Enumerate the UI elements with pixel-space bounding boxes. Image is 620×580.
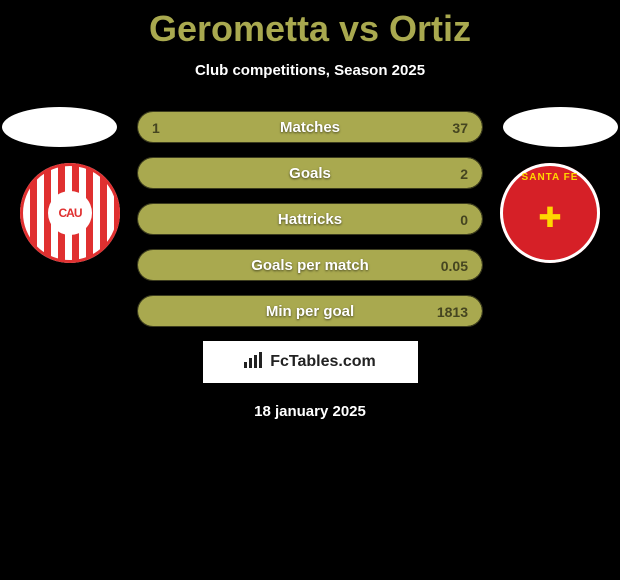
team-logo-left-text: CAU — [48, 191, 92, 235]
stat-row: Goals per match0.05 — [137, 249, 483, 281]
site-attribution[interactable]: FcTables.com — [203, 341, 418, 383]
stat-row: Matches1 37 — [137, 111, 483, 143]
stat-value-right: 0.05 — [441, 250, 468, 281]
stat-label: Goals per match — [138, 250, 482, 281]
player-right-oval — [503, 107, 618, 147]
site-chart-icon — [244, 352, 264, 373]
site-name: FcTables.com — [270, 353, 376, 371]
stat-label: Goals — [138, 158, 482, 189]
stat-label: Min per goal — [138, 296, 482, 327]
stat-value-left: 1 — [152, 112, 160, 143]
team-logo-right-cross: ✚ — [538, 201, 561, 234]
team-logo-right-inner: SANTA FE ✚ — [500, 163, 600, 263]
snapshot-date: 18 january 2025 — [0, 403, 620, 420]
stat-value-right: 0 — [460, 204, 468, 235]
team-logo-left-inner: CAU — [20, 163, 120, 263]
comparison-subtitle: Club competitions, Season 2025 — [0, 62, 620, 79]
player-left-oval — [2, 107, 117, 147]
stat-row: Goals2 — [137, 157, 483, 189]
stats-container: Matches1 37 Goals2 Hattricks0 Goals per matc… — [137, 107, 483, 327]
content-area: CAU SANTA FE ✚ Matches1 37 Goals2 Hattricks… — [0, 107, 620, 420]
stat-value-right: 37 — [452, 112, 468, 143]
team-logo-right: SANTA FE ✚ — [500, 163, 600, 263]
comparison-title: Gerometta vs Ortiz — [0, 0, 620, 50]
stat-row: Hattricks0 — [137, 203, 483, 235]
team-logo-left: CAU — [20, 163, 120, 263]
stat-value-right: 2 — [460, 158, 468, 189]
stat-label: Matches — [138, 112, 482, 143]
stat-row: Min per goal1813 — [137, 295, 483, 327]
stat-label: Hattricks — [138, 204, 482, 235]
team-logo-right-arc: SANTA FE — [503, 172, 597, 183]
stat-value-right: 1813 — [437, 296, 468, 327]
